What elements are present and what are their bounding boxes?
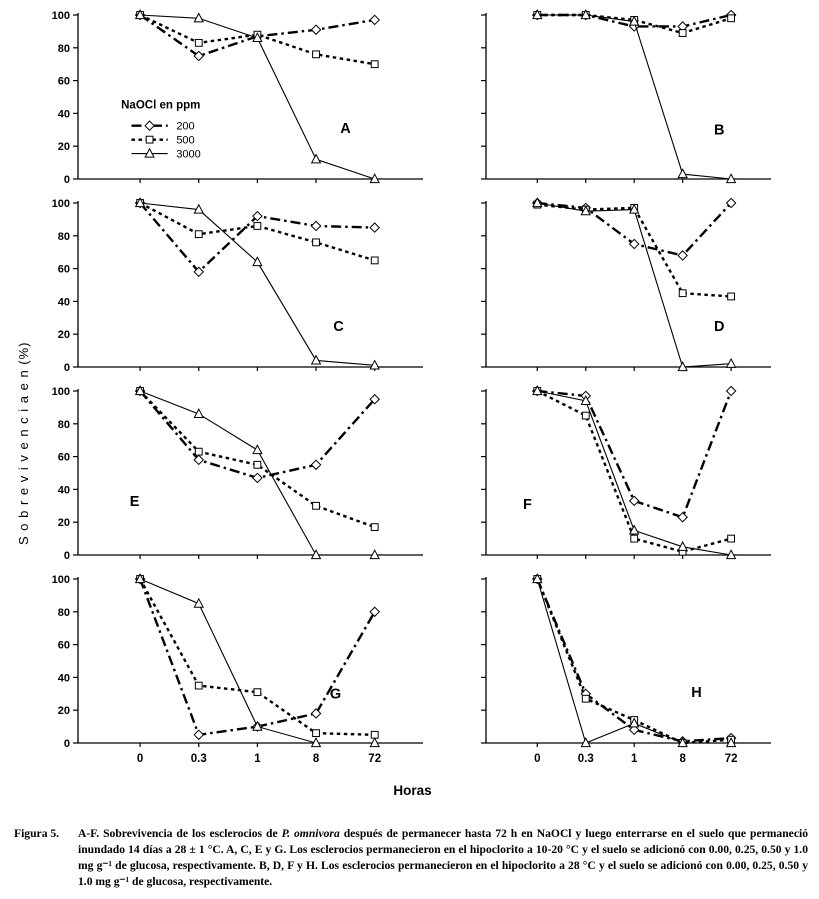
svg-text:1: 1 <box>631 753 638 765</box>
svg-text:8: 8 <box>313 753 320 765</box>
svg-text:100: 100 <box>52 386 70 398</box>
svg-text:40: 40 <box>58 108 70 120</box>
svg-text:F: F <box>523 497 532 513</box>
caption-text: A-F. Sobrevivencia de los esclerocios de… <box>78 827 808 888</box>
svg-text:0: 0 <box>64 550 70 562</box>
svg-text:NaOCl en ppm: NaOCl en ppm <box>121 99 200 111</box>
svg-text:40: 40 <box>58 484 70 496</box>
svg-text:72: 72 <box>725 753 738 765</box>
svg-text:H: H <box>691 685 701 701</box>
svg-text:60: 60 <box>58 264 70 276</box>
svg-text:E: E <box>130 494 140 510</box>
svg-text:60: 60 <box>58 452 70 464</box>
svg-text:80: 80 <box>58 419 70 431</box>
svg-text:80: 80 <box>58 607 70 619</box>
svg-text:1: 1 <box>254 753 261 765</box>
svg-text:A: A <box>340 121 351 137</box>
y-axis-label: S o b r e v i v e n c i a e n (%) <box>16 341 31 545</box>
svg-text:80: 80 <box>58 231 70 243</box>
svg-text:72: 72 <box>368 753 381 765</box>
svg-text:80: 80 <box>58 43 70 55</box>
svg-text:0: 0 <box>137 753 143 765</box>
svg-text:40: 40 <box>58 672 70 684</box>
svg-text:40: 40 <box>58 296 70 308</box>
panel-a-chart: 0 20 40 60 80 100 A NaOCl en ppm 200 500 3000 <box>52 9 423 186</box>
svg-text:0: 0 <box>64 174 70 186</box>
svg-text:60: 60 <box>58 76 70 88</box>
svg-text:D: D <box>714 319 724 335</box>
panel-c-chart: 0 20 40 60 80 100 C <box>52 197 423 374</box>
svg-text:20: 20 <box>58 141 70 153</box>
svg-text:200: 200 <box>176 121 194 133</box>
svg-text:0: 0 <box>64 362 70 374</box>
svg-text:100: 100 <box>52 574 70 586</box>
panel-b-chart: B <box>481 9 771 184</box>
panel-g-chart: 0 20 40 60 80 100 0 0.3 1 8 72 G <box>52 573 423 765</box>
svg-text:B: B <box>714 123 724 139</box>
panel-e-chart: 0 20 40 60 80 100 E <box>52 385 423 562</box>
x-axis-label: Horas <box>393 783 432 798</box>
svg-text:20: 20 <box>58 329 70 341</box>
svg-text:60: 60 <box>58 640 70 652</box>
svg-text:G: G <box>330 687 341 703</box>
svg-text:100: 100 <box>52 10 70 22</box>
svg-text:20: 20 <box>58 517 70 529</box>
svg-text:500: 500 <box>176 135 194 147</box>
caption-label: Figura 5. <box>14 827 60 840</box>
svg-text:0.3: 0.3 <box>191 753 207 765</box>
svg-text:20: 20 <box>58 705 70 717</box>
svg-text:3000: 3000 <box>176 149 200 161</box>
figure-caption: Figura 5. A-F. Sobrevivencia de los escl… <box>14 826 808 890</box>
svg-text:100: 100 <box>52 198 70 210</box>
svg-text:0.3: 0.3 <box>578 753 594 765</box>
svg-text:0: 0 <box>534 753 540 765</box>
panel-h-chart: 0 0.3 1 8 72 H <box>481 573 771 765</box>
svg-text:C: C <box>333 319 344 335</box>
svg-text:8: 8 <box>679 753 686 765</box>
panel-f-chart: F <box>481 385 771 560</box>
panel-d-chart: D <box>481 197 771 372</box>
svg-text:0: 0 <box>64 738 70 750</box>
